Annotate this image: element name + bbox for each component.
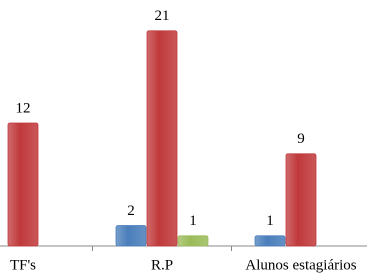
data-label: 12 bbox=[16, 100, 31, 116]
bar bbox=[146, 30, 178, 247]
data-label: 1 bbox=[266, 213, 274, 229]
x-tick-label: Alunos estagiários bbox=[245, 257, 356, 273]
x-tick-label: TF's bbox=[10, 257, 36, 273]
bar bbox=[7, 122, 39, 247]
bar bbox=[115, 225, 147, 247]
data-label: 9 bbox=[297, 131, 305, 147]
data-label: 2 bbox=[127, 203, 135, 219]
bar bbox=[285, 153, 317, 247]
bar bbox=[254, 235, 286, 247]
x-tick-label: R.P bbox=[151, 257, 173, 273]
bar bbox=[177, 235, 209, 247]
data-label: 21 bbox=[155, 8, 170, 24]
data-label: 1 bbox=[189, 213, 197, 229]
